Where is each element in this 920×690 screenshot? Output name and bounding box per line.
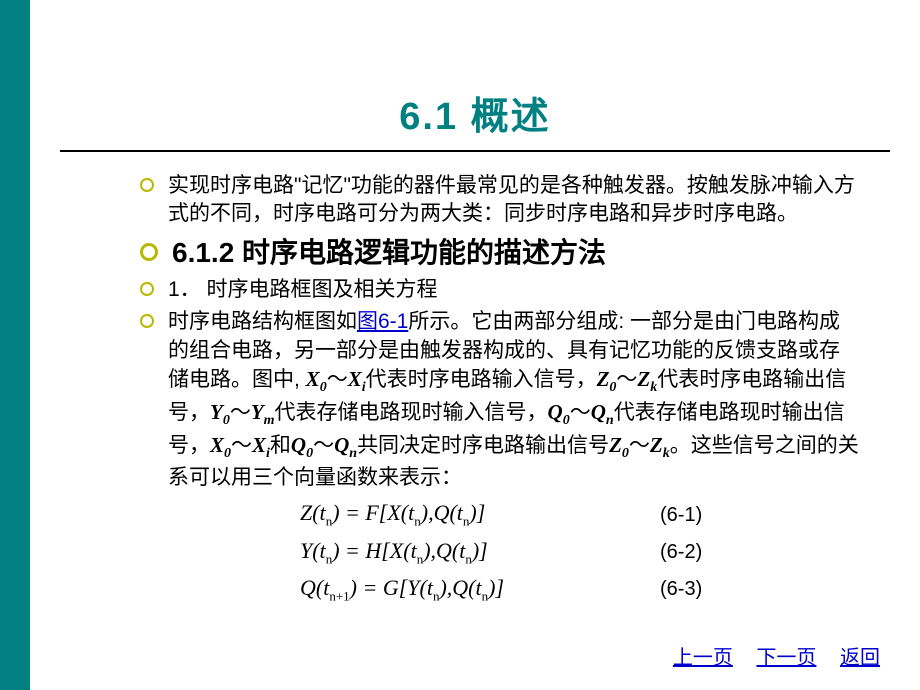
var-q0b: Q0	[291, 433, 313, 457]
bullet-item-1: 实现时序电路"记忆"功能的器件最常见的是各种触发器。按触发脉冲输入方式的不同，时…	[140, 172, 860, 229]
slide-title: 6.1 概述	[30, 85, 920, 140]
var-xib: Xi	[252, 433, 270, 457]
var-x0b: X0	[210, 433, 231, 457]
equation-1-label: (6-1)	[660, 504, 702, 527]
equation-3-label: (6-3)	[660, 578, 702, 601]
bullet-item-subheading: 6.1.2 时序电路逻辑功能的描述方法	[140, 233, 860, 272]
p3-text-a: 时序电路结构框图如	[168, 310, 357, 333]
figure-link[interactable]: 图6-1	[357, 310, 408, 333]
var-xi: Xi	[348, 367, 366, 391]
nav-links: 上一页 下一页 返回	[655, 641, 880, 670]
var-q0: Q0	[548, 400, 570, 424]
paragraph-1: 实现时序电路"记忆"功能的器件最常见的是各种触发器。按触发脉冲输入方式的不同，时…	[168, 172, 860, 229]
slide-content: 6.1 概述 实现时序电路"记忆"功能的器件最常见的是各种触发器。按触发脉冲输入…	[30, 0, 920, 690]
bullet-icon	[140, 282, 154, 296]
var-qn: Qn	[591, 400, 614, 424]
var-ym: Ym	[251, 400, 275, 424]
equation-2: Y(tn) = H[X(tn),Q(tn)] (6-2)	[300, 538, 860, 567]
var-zkb: Zk	[650, 433, 670, 457]
var-x0: X0	[306, 367, 327, 391]
p3-text-c: 代表时序电路输入信号，	[366, 368, 597, 391]
equation-2-label: (6-2)	[660, 541, 702, 564]
var-z0: Z0	[597, 367, 617, 391]
next-link[interactable]: 下一页	[756, 647, 816, 669]
p3-text-e: 代表存储电路现时输入信号，	[275, 401, 548, 424]
var-zk: Zk	[637, 367, 657, 391]
body-area: 实现时序电路"记忆"功能的器件最常见的是各种触发器。按触发脉冲输入方式的不同，时…	[30, 172, 920, 605]
paragraph-3: 时序电路结构框图如图6-1所示。它由两部分组成: 一部分是由门电路构成的组合电路…	[168, 308, 860, 492]
title-divider	[60, 150, 890, 152]
p3-text-g: 共同决定时序电路输出信号	[357, 434, 609, 457]
bullet-icon	[140, 178, 154, 192]
bullet-icon	[140, 314, 154, 328]
subheading: 6.1.2 时序电路逻辑功能的描述方法	[172, 233, 606, 272]
sidebar-accent	[0, 0, 30, 690]
var-y0: Y0	[210, 400, 230, 424]
bullet-item-2: 1． 时序电路框图及相关方程	[140, 276, 860, 304]
equation-2-formula: Y(tn) = H[X(tn),Q(tn)]	[300, 538, 600, 567]
bullet-item-3: 时序电路结构框图如图6-1所示。它由两部分组成: 一部分是由门电路构成的组合电路…	[140, 308, 860, 492]
equation-3: Q(tn+1) = G[Y(tn),Q(tn)] (6-3)	[300, 575, 860, 604]
var-z0b: Z0	[609, 433, 629, 457]
back-link[interactable]: 返回	[840, 647, 880, 669]
equation-1-formula: Z(tn) = F[X(tn),Q(tn)]	[300, 500, 600, 529]
prev-link[interactable]: 上一页	[673, 647, 733, 669]
paragraph-2: 1． 时序电路框图及相关方程	[168, 276, 438, 304]
bullet-icon	[140, 243, 158, 261]
equation-1: Z(tn) = F[X(tn),Q(tn)] (6-1)	[300, 500, 860, 529]
equations-block: Z(tn) = F[X(tn),Q(tn)] (6-1) Y(tn) = H[X…	[300, 500, 860, 604]
equation-3-formula: Q(tn+1) = G[Y(tn),Q(tn)]	[300, 575, 600, 604]
var-qnb: Qn	[334, 433, 357, 457]
